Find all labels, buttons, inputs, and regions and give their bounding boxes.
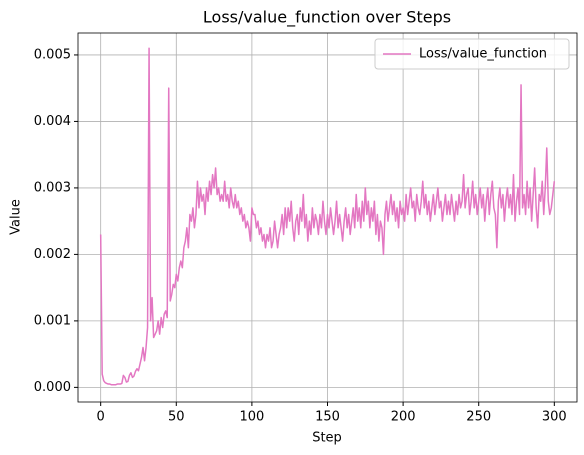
x-tick-label: 100 <box>239 410 264 425</box>
legend-box <box>374 38 570 70</box>
y-tick-label: 0.003 <box>34 180 71 195</box>
x-tick-label: 250 <box>466 410 491 425</box>
x-axis-label: Step <box>312 431 342 446</box>
plot-frame <box>77 32 578 403</box>
y-tick-label: 0.004 <box>34 114 71 129</box>
x-tick-label: 0 <box>97 410 105 425</box>
chart-title: Loss/value_function over Steps <box>203 8 451 28</box>
y-axis-label: Value <box>9 199 24 235</box>
x-tick-label: 200 <box>391 410 416 425</box>
y-tick-label: 0.005 <box>34 47 71 62</box>
x-tick-label: 150 <box>315 410 340 425</box>
y-tick-label: 0.002 <box>34 247 71 262</box>
x-tick-label: 300 <box>542 410 567 425</box>
x-tick-label: 50 <box>168 410 185 425</box>
y-tick-label: 0.001 <box>34 313 71 328</box>
legend-label: Loss/value_function <box>419 47 547 62</box>
y-tick-label: 0.000 <box>34 380 71 395</box>
line <box>99 47 556 386</box>
